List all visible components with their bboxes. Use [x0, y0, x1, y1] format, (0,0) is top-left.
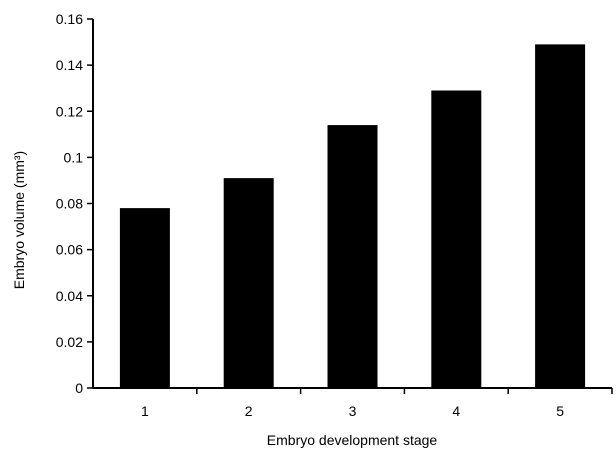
bar [431, 90, 482, 389]
y-tick-label: 0 [75, 380, 83, 396]
bar [223, 178, 274, 388]
x-tick-label: 1 [141, 403, 149, 419]
y-tick-label: 0.12 [56, 103, 83, 119]
y-tick-label: 0.1 [64, 149, 84, 165]
y-tick-label: 0.16 [56, 11, 83, 27]
x-axis-title: Embryo development stage [267, 432, 438, 448]
x-tick-label: 3 [349, 403, 357, 419]
y-axis-title: Embryo volume (mm³) [11, 151, 27, 289]
y-tick-label: 0.06 [56, 242, 83, 258]
y-tick-label: 0.02 [56, 334, 83, 350]
y-tick-label: 0.14 [56, 57, 83, 73]
x-tick-label: 4 [452, 403, 460, 419]
bar [119, 208, 170, 388]
y-tick-label: 0.04 [56, 288, 83, 304]
bars [119, 44, 586, 389]
x-tick-label: 5 [556, 403, 564, 419]
y-axis: 0 0.02 0.04 0.06 0.08 0.1 0.12 0.14 0.16 [56, 11, 94, 396]
x-tick-label: 2 [245, 403, 253, 419]
bar [535, 44, 586, 389]
y-tick-label: 0.08 [56, 196, 83, 212]
bar [327, 125, 378, 389]
x-axis: 1 2 3 4 5 [93, 387, 613, 419]
